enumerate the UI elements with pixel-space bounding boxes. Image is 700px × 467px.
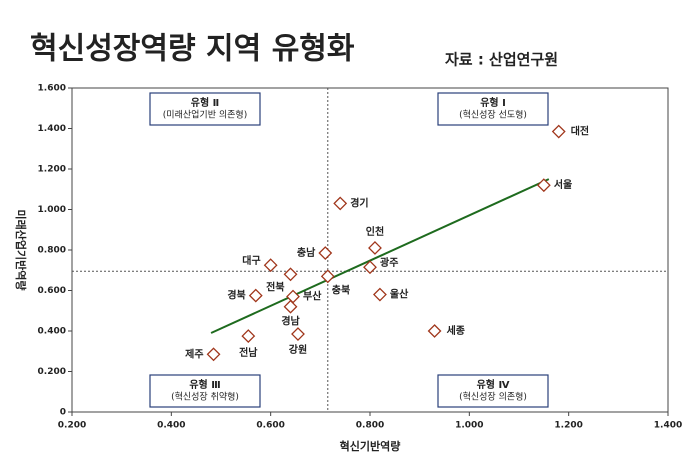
point-label: 대구 xyxy=(242,254,260,267)
point xyxy=(318,246,333,260)
annotation-box xyxy=(437,374,549,408)
y-tick-label: 0.400 xyxy=(38,327,66,337)
y-tick-label: 1.000 xyxy=(38,205,66,215)
annotation-box xyxy=(437,92,549,126)
point-label: 전북 xyxy=(266,280,284,293)
y-tick-label: 0.200 xyxy=(38,367,66,377)
point xyxy=(320,269,335,284)
annotation-title: 유형 Ⅳ xyxy=(477,378,510,391)
y-tick-label: 1.400 xyxy=(38,124,66,134)
point xyxy=(363,260,377,275)
x-tick-label: 1.400 xyxy=(654,421,682,431)
point xyxy=(551,124,566,139)
point xyxy=(536,178,551,193)
point xyxy=(291,327,305,341)
point xyxy=(368,241,382,255)
x-tick-label: 0.800 xyxy=(356,421,384,431)
y-tick-label: 0 xyxy=(60,408,66,418)
point xyxy=(263,258,278,273)
point-label: 충남 xyxy=(297,246,316,259)
chart-subtitle: 자료 : 산업연구원 xyxy=(445,51,558,69)
point-label: 인천 xyxy=(366,225,384,238)
point-label: 서울 xyxy=(554,178,572,191)
point-label: 강원 xyxy=(289,343,307,356)
point-label: 경남 xyxy=(281,315,300,328)
chart-title: 혁신성장역량 지역 유형화 xyxy=(30,32,355,67)
annotation-box xyxy=(149,92,261,126)
annotation-text: (미래산업기반 의존형) xyxy=(163,110,247,121)
point-label: 경북 xyxy=(227,289,245,302)
x-axis-label: 혁신기반역량 xyxy=(340,439,401,453)
point xyxy=(248,288,263,303)
point-label: 세종 xyxy=(447,324,465,337)
point xyxy=(206,347,221,362)
x-tick-label: 1.200 xyxy=(554,421,582,431)
trendline xyxy=(210,178,550,334)
annotation-title: 유형 Ⅰ xyxy=(480,96,506,109)
point-label: 울산 xyxy=(390,288,409,301)
x-tick-label: 0.600 xyxy=(256,421,284,431)
point-label: 광주 xyxy=(380,257,398,269)
point-label: 충북 xyxy=(332,283,350,296)
x-tick-label: 0.200 xyxy=(58,421,86,431)
y-axis-label: 미래산업기반역량 xyxy=(14,210,28,291)
point xyxy=(283,267,298,282)
point xyxy=(427,324,442,338)
point xyxy=(333,196,348,211)
point xyxy=(283,299,298,314)
x-tick-label: 1.000 xyxy=(455,421,483,431)
point-label: 전남 xyxy=(239,346,258,359)
annotation-text: (혁신성장 의존형) xyxy=(459,392,527,403)
annotation-text: (혁신성장 선도형) xyxy=(459,110,527,121)
annotation-title: 유형 Ⅲ xyxy=(189,378,220,391)
point xyxy=(373,287,387,302)
y-tick-label: 0.800 xyxy=(38,246,66,256)
point xyxy=(241,329,256,343)
annotation-text: (혁신성장 취약형) xyxy=(171,391,239,403)
point-label: 대전 xyxy=(571,125,589,138)
y-tick-label: 1.200 xyxy=(38,165,66,175)
point-label: 경기 xyxy=(350,196,368,209)
y-tick-label: 1.600 xyxy=(38,84,66,94)
annotation-box xyxy=(149,374,261,408)
x-tick-label: 0.400 xyxy=(157,421,185,431)
point-label: 제주 xyxy=(185,347,203,360)
y-tick-label: 0.600 xyxy=(38,286,66,296)
point xyxy=(286,289,300,304)
annotation-title: 유형 Ⅱ xyxy=(191,96,219,109)
point-label: 부산 xyxy=(303,290,322,303)
